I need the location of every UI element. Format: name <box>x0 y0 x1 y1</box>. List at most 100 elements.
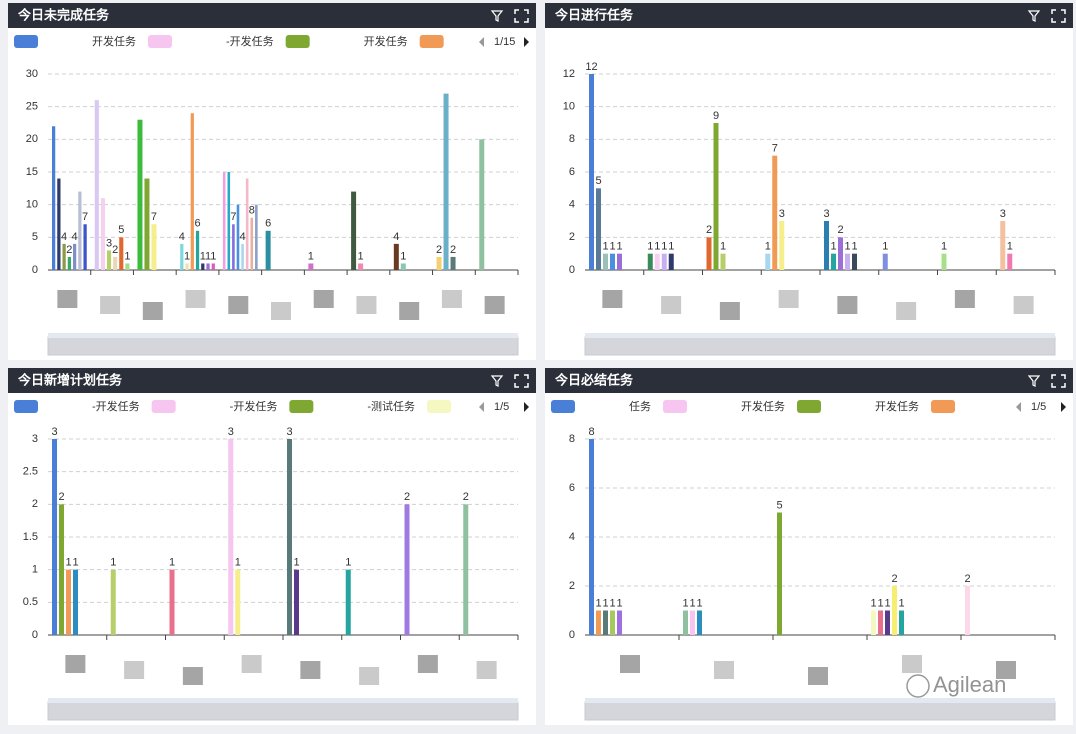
legend-label[interactable]: 开发任务 <box>364 34 408 48</box>
page-prev[interactable] <box>479 402 484 412</box>
x-tick-label-blurred <box>356 296 377 314</box>
legend-label[interactable]: -测试任务 <box>367 400 415 413</box>
legend-label[interactable]: 开发任务 <box>92 34 136 48</box>
legend-label[interactable]: 开发任务 <box>741 399 785 413</box>
y-tick-label: 2 <box>569 231 575 243</box>
header <box>545 3 1073 28</box>
chart: 今日新增计划任务 -开发任务 -开发任务 -测试任务 1/5 0 0.5 1 1.5 2 2.5 3 3… <box>8 368 536 721</box>
legend-swatch[interactable] <box>797 400 821 413</box>
bar <box>308 263 314 270</box>
data-label: 1 <box>169 557 175 569</box>
legend-swatch[interactable] <box>551 400 575 413</box>
bar <box>450 256 456 270</box>
y-tick-label: 2.5 <box>23 466 38 478</box>
data-label: 1 <box>65 557 71 569</box>
fullscreen-icon[interactable] <box>1051 9 1066 23</box>
data-label: 1 <box>654 241 660 253</box>
data-label: 1 <box>72 557 78 569</box>
fullscreen-icon[interactable] <box>514 9 529 23</box>
data-label: 3 <box>51 426 57 438</box>
x-tick-label-blurred <box>241 655 262 673</box>
data-label: 6 <box>194 218 200 230</box>
bar <box>589 439 594 635</box>
legend-swatch[interactable] <box>148 35 172 48</box>
data-label: 2 <box>837 224 843 236</box>
legend-label[interactable]: 开发任务 <box>875 399 919 413</box>
legend-swatch[interactable] <box>151 400 176 413</box>
legend-label[interactable]: -开发任务 <box>92 399 140 413</box>
x-tick-label-blurred <box>896 302 917 320</box>
legend-swatch[interactable] <box>289 400 314 413</box>
x-tick-label-blurred <box>417 655 438 673</box>
scrollbar[interactable] <box>47 701 519 721</box>
bar <box>617 610 622 635</box>
filter-icon[interactable] <box>490 375 504 387</box>
legend-swatch[interactable] <box>663 400 687 413</box>
page-prev[interactable] <box>479 37 484 47</box>
y-tick-label: 0 <box>32 264 38 276</box>
data-label: 8 <box>249 205 255 217</box>
bar <box>106 250 112 270</box>
data-label: 7 <box>772 143 778 155</box>
page-prev[interactable] <box>1016 402 1021 412</box>
page-next[interactable] <box>524 37 529 47</box>
panel-title: 今日必结任务 <box>554 372 634 387</box>
x-tick-label-blurred <box>837 296 858 314</box>
fullscreen-icon[interactable] <box>514 374 529 388</box>
data-label: 4 <box>179 231 185 243</box>
data-label: 7 <box>82 211 88 223</box>
fullscreen-icon[interactable] <box>1051 374 1066 388</box>
data-label: 2 <box>964 573 970 585</box>
data-label: 4 <box>61 231 67 243</box>
y-tick-label: 6 <box>569 482 575 494</box>
scrollbar-top <box>48 333 518 338</box>
legend-swatch[interactable] <box>931 400 955 413</box>
bar <box>647 253 653 270</box>
legend-label[interactable]: -开发任务 <box>230 399 278 413</box>
page-next[interactable] <box>524 402 529 412</box>
data-label: 1 <box>765 241 771 253</box>
bar <box>62 243 66 270</box>
legend-label[interactable]: 任务 <box>629 400 651 413</box>
bar <box>232 224 235 270</box>
x-tick-label-blurred <box>996 661 1016 679</box>
data-label: 5 <box>595 175 601 187</box>
filter-icon[interactable] <box>1027 10 1041 22</box>
y-tick-label: 4 <box>569 531 575 543</box>
x-tick-label-blurred <box>476 661 497 679</box>
y-tick-label: 15 <box>26 166 38 178</box>
bar <box>668 253 674 270</box>
data-label: 1 <box>830 241 836 253</box>
bar <box>78 191 82 270</box>
y-tick-label: 12 <box>563 68 575 80</box>
legend-label[interactable]: -开发任务 <box>226 34 274 48</box>
x-tick-label-blurred <box>484 296 505 314</box>
data-label: 8 <box>588 426 594 438</box>
scrollbar[interactable] <box>47 336 519 356</box>
legend-swatch[interactable] <box>14 35 38 48</box>
legend-swatch[interactable] <box>285 35 310 48</box>
bar <box>1007 253 1013 270</box>
bar <box>603 253 608 270</box>
data-label: 3 <box>228 426 234 438</box>
bar <box>777 512 782 635</box>
bar <box>706 237 712 270</box>
legend-swatch[interactable] <box>419 35 444 48</box>
data-label: 1 <box>1007 241 1013 253</box>
watermark: Agilean <box>933 672 1006 697</box>
scrollbar[interactable] <box>584 336 1056 356</box>
bar <box>596 188 601 270</box>
legend-swatch[interactable] <box>427 400 452 413</box>
filter-icon[interactable] <box>490 10 504 22</box>
legend-swatch[interactable] <box>14 400 38 413</box>
bar <box>690 610 695 635</box>
data-label: 2 <box>112 244 118 256</box>
x-tick-label-blurred <box>313 290 334 308</box>
bar <box>66 569 71 635</box>
filter-icon[interactable] <box>1027 375 1041 387</box>
page-next[interactable] <box>1061 402 1066 412</box>
scrollbar[interactable] <box>584 701 1056 721</box>
data-label: 1 <box>110 557 116 569</box>
y-tick-label: 1.5 <box>23 531 38 543</box>
